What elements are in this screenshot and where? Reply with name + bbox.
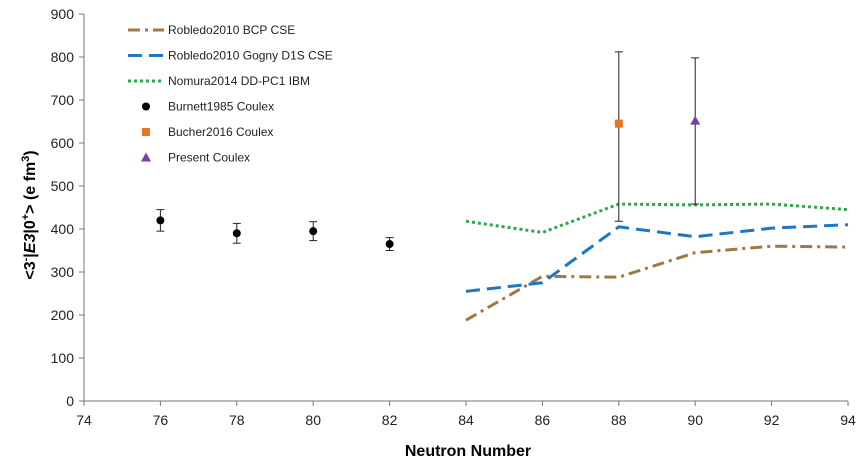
x-tick-label: 94 <box>840 412 856 428</box>
data-point-circle <box>156 216 165 225</box>
series-line-1 <box>465 223 849 293</box>
y-axis-title: <3-|E3|0+> (e fm3) <box>20 150 39 279</box>
legend-swatch-marker <box>142 128 150 136</box>
legend-label: Bucher2016 Coulex <box>168 125 273 139</box>
plot-marks <box>156 51 849 322</box>
x-tick-label: 84 <box>458 412 474 428</box>
y-tick-label: 200 <box>51 307 75 323</box>
legend-swatch-marker <box>141 152 151 162</box>
y-tick-label: 300 <box>51 264 75 280</box>
y-tick-labels: 0 100 200 300 400 500 600 700 800 900 <box>51 6 75 409</box>
legend-label: Robledo2010 Gogny D1S CSE <box>168 49 333 63</box>
x-tick-label: 92 <box>764 412 780 428</box>
x-tick-label: 76 <box>153 412 169 428</box>
legend: Robledo2010 BCP CSE Robledo2010 Gogny D1S… <box>128 23 333 165</box>
x-tick-label: 80 <box>305 412 321 428</box>
series-line-2 <box>465 202 849 234</box>
legend-label: Burnett1985 Coulex <box>168 100 274 114</box>
legend-swatch-marker <box>142 102 150 111</box>
y-tick-label: 900 <box>51 6 75 22</box>
legend-label: Robledo2010 BCP CSE <box>168 23 295 37</box>
x-tick-label: 82 <box>382 412 398 428</box>
x-tick-labels: 74 76 78 80 82 84 86 88 90 92 94 <box>76 412 856 428</box>
y-tick-label: 800 <box>51 49 75 65</box>
y-tick-label: 100 <box>51 350 75 366</box>
data-point-circle <box>385 240 394 249</box>
legend-label: Present Coulex <box>168 151 250 165</box>
axes <box>79 13 849 406</box>
y-tick-label: 0 <box>66 393 74 409</box>
data-point-circle <box>232 229 241 238</box>
data-point-square <box>614 119 623 128</box>
x-tick-label: 90 <box>687 412 703 428</box>
series-line-0 <box>465 244 849 322</box>
x-axis-title: Neutron Number <box>405 443 531 460</box>
y-tick-label: 500 <box>51 178 75 194</box>
legend-label: Nomura2014 DD-PC1 IBM <box>168 74 310 88</box>
y-tick-label: 700 <box>51 92 75 108</box>
x-tick-label: 88 <box>611 412 627 428</box>
data-point-triangle <box>690 115 701 125</box>
x-tick-label: 74 <box>76 412 92 428</box>
x-tick-label: 78 <box>229 412 245 428</box>
y-tick-label: 600 <box>51 135 75 151</box>
data-point-circle <box>309 227 318 236</box>
y-tick-label: 400 <box>51 221 75 237</box>
x-tick-label: 86 <box>535 412 551 428</box>
